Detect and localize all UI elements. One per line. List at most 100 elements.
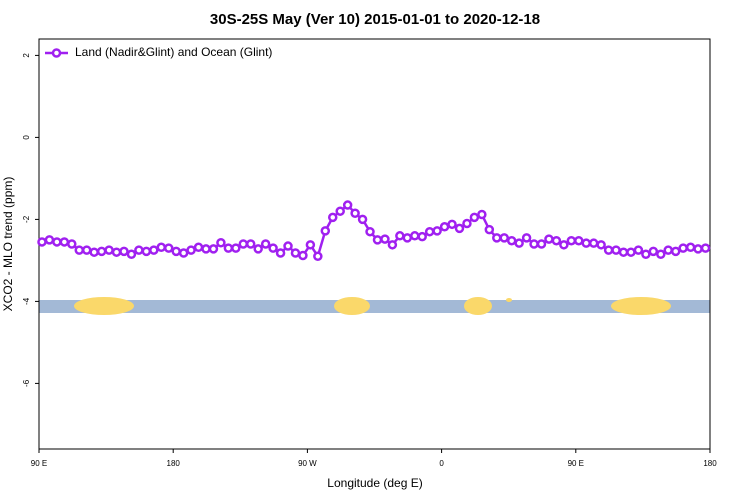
data-point (208, 244, 219, 254)
data-point (67, 239, 77, 249)
data-point (626, 247, 636, 257)
data-point (253, 244, 263, 254)
data-point (305, 240, 316, 250)
data-point (678, 243, 688, 253)
data-point (163, 243, 174, 253)
data-point (320, 226, 331, 236)
data-point (447, 219, 457, 230)
data-point (618, 247, 629, 257)
data-point (89, 247, 99, 257)
x-tick-label: 180 (167, 459, 181, 468)
data-point (454, 223, 465, 234)
data-point (693, 244, 703, 254)
data-point (656, 249, 666, 259)
data-point (484, 224, 495, 235)
x-tick-label: 90 W (298, 459, 317, 468)
data-point (566, 235, 577, 246)
data-point (469, 212, 480, 223)
data-point (581, 238, 591, 248)
data-point (357, 214, 368, 225)
data-point (432, 226, 442, 236)
data-point (603, 245, 614, 255)
data-point (74, 245, 85, 255)
data-point (134, 245, 144, 255)
data-point (424, 226, 435, 237)
y-tick-label: -4 (22, 297, 31, 305)
data-point (380, 234, 390, 244)
data-point (156, 242, 167, 253)
data-point (141, 246, 152, 257)
data-point (149, 245, 159, 255)
data-point (216, 238, 226, 248)
data-point (126, 249, 137, 259)
x-axis-label: Longitude (deg E) (327, 476, 422, 490)
data-point (186, 245, 196, 255)
data-point (238, 239, 249, 249)
data-point (104, 245, 114, 255)
data-point (365, 226, 375, 237)
land-ocean-strip (39, 297, 710, 315)
data-point (327, 212, 338, 223)
data-point (685, 242, 696, 253)
data-point (223, 243, 234, 253)
x-tick-label: 90 E (568, 459, 584, 468)
data-point (439, 222, 450, 232)
data-point (395, 231, 405, 241)
data-point (342, 200, 353, 210)
data-point (663, 245, 673, 255)
data-point (477, 209, 487, 220)
y-tick-label: -2 (22, 215, 31, 223)
data-point (37, 237, 47, 247)
data-point (588, 238, 599, 248)
data-point (201, 244, 211, 254)
data-point (506, 235, 517, 246)
data-point (178, 248, 189, 258)
data-point (700, 243, 711, 253)
data-point (670, 246, 681, 257)
data-point (633, 245, 644, 255)
data-point (260, 239, 271, 249)
data-point (648, 246, 659, 257)
data-point (551, 235, 562, 246)
plot-frame (38, 38, 711, 450)
data-point (290, 248, 301, 258)
data-point (268, 243, 278, 253)
data-point (574, 235, 584, 246)
data-point (119, 246, 129, 257)
data-point (521, 233, 532, 243)
data-point (245, 239, 256, 249)
x-tick-label: 90 E (31, 459, 47, 468)
data-point (462, 218, 472, 229)
data-point (111, 247, 122, 257)
data-point (611, 245, 621, 255)
data-point (544, 234, 554, 244)
legend-label: Land (Nadir&Glint) and Ocean (Glint) (75, 45, 272, 59)
data-point (387, 240, 398, 250)
data-point (44, 235, 55, 245)
data-point (641, 249, 651, 259)
data-point (350, 208, 360, 218)
data-point (402, 233, 413, 243)
legend-marker (51, 48, 62, 58)
data-point (499, 233, 509, 243)
data-point (559, 240, 569, 250)
data-point (417, 231, 427, 242)
y-tick-label: -6 (22, 379, 31, 387)
data-point (81, 245, 92, 255)
data-point (313, 251, 323, 262)
data-point (529, 239, 539, 249)
data-point (59, 237, 70, 247)
data-point (514, 238, 524, 248)
data-point (372, 235, 383, 245)
data-point (283, 241, 293, 251)
data-point (536, 239, 547, 249)
data-point (492, 233, 502, 243)
x-tick-label: 0 (439, 459, 444, 468)
x-tick-label: 180 (703, 459, 717, 468)
data-point (52, 237, 62, 247)
data-point (193, 242, 204, 253)
data-point (298, 250, 308, 261)
data-point (275, 248, 286, 258)
data-point (231, 243, 241, 253)
